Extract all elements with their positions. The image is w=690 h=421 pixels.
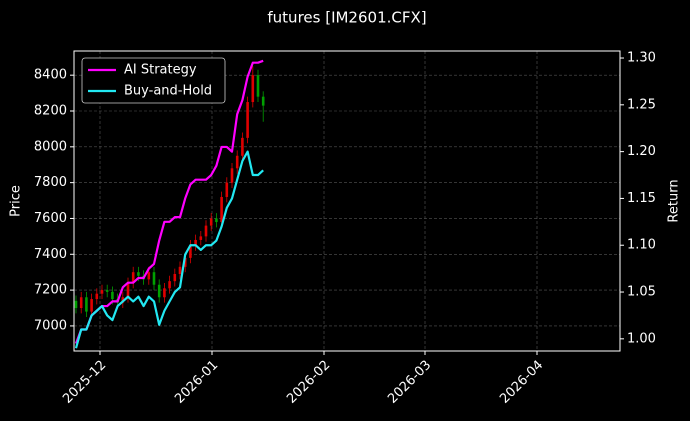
candle-body (85, 297, 88, 312)
candle-body (90, 299, 93, 312)
candle-body (173, 273, 177, 282)
legend-box (81, 57, 226, 104)
candle-body (225, 182, 229, 197)
candle-body (251, 75, 255, 103)
candle-body (152, 272, 156, 285)
plot-frame (73, 50, 621, 352)
candle-body (183, 257, 187, 267)
legend-label: AI Strategy (124, 63, 197, 78)
candle-body (157, 284, 161, 298)
y-tick-label: 7200 (34, 283, 67, 298)
x-tick-label: 2025-12 (60, 358, 109, 407)
series-line (74, 150, 264, 349)
y-tick-label: 8200 (34, 104, 67, 119)
candle-body (204, 225, 208, 237)
y-tick-label: 8000 (34, 139, 67, 154)
y2-tick-label: 1.15 (627, 191, 656, 206)
candle-body (147, 272, 151, 280)
candle-body (215, 218, 218, 223)
y-axis-label: Price (9, 185, 24, 217)
candle-body (79, 297, 83, 309)
candle-body (168, 281, 171, 289)
series-line (74, 59, 264, 344)
candle-body (246, 102, 249, 138)
candle-body (261, 96, 265, 106)
candle-body (111, 291, 114, 300)
y-tick-label: 8400 (34, 68, 67, 83)
legend: AI Strategy Buy-and-Hold (81, 57, 226, 104)
y2-tick-label: 1.30 (627, 51, 656, 66)
candle-body (230, 168, 234, 183)
chart-title: futures [IM2601.CFX] (267, 9, 426, 27)
y2-tick-label: 1.05 (627, 285, 656, 300)
x-tick-label: 2026-03 (385, 358, 434, 407)
y-tick-label: 7800 (34, 175, 67, 190)
x-tick-label: 2026-01 (172, 358, 221, 407)
candle-body (235, 155, 239, 169)
candle-body (178, 266, 182, 274)
y-tick-label: 7000 (34, 318, 67, 333)
candle-body (137, 272, 140, 276)
legend-label: Buy-and-Hold (124, 84, 212, 99)
candle-body (74, 300, 78, 309)
candle-body (100, 290, 104, 294)
y2-axis-label: Return (667, 179, 682, 222)
x-tick-label: 2026-02 (284, 358, 333, 407)
candle-body (241, 137, 244, 156)
candle-body (209, 218, 213, 226)
candle-body (194, 239, 197, 246)
y-tick-label: 7600 (34, 211, 67, 226)
candle-body (95, 293, 99, 300)
candle-body (199, 236, 203, 240)
y2-tick-label: 1.25 (627, 97, 656, 112)
candle-body (189, 245, 192, 258)
y2-tick-label: 1.20 (627, 144, 656, 159)
candle-body (105, 290, 109, 292)
candle-body (163, 288, 166, 298)
y-tick-label: 7400 (34, 247, 67, 262)
candle-body (256, 75, 260, 97)
candle-body (220, 196, 223, 223)
y2-tick-label: 1.00 (627, 331, 656, 346)
candle-body (131, 272, 135, 283)
candle-body (126, 282, 130, 298)
y2-tick-label: 1.10 (627, 238, 656, 253)
x-tick-label: 2026-04 (497, 358, 546, 407)
